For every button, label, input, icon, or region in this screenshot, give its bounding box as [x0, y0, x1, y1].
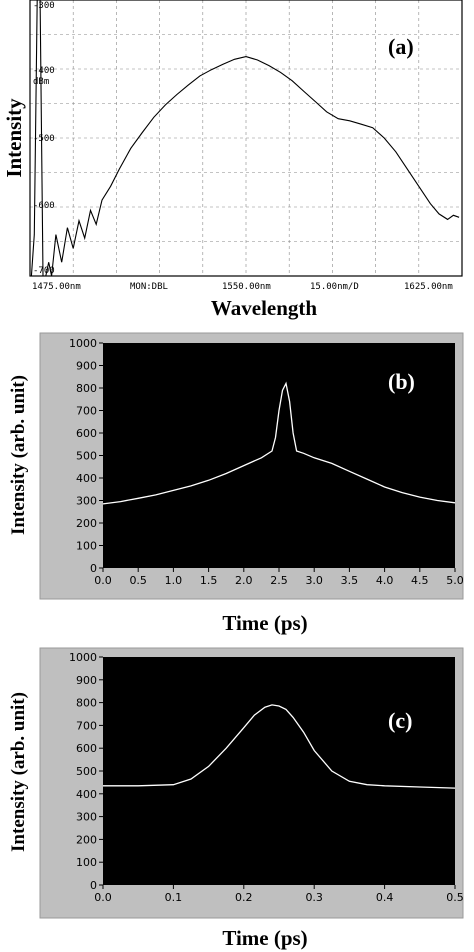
scope-b-ytick-label: 700 — [76, 405, 97, 418]
scope-b-trace — [102, 381, 456, 505]
scope-b-ytick-label: 600 — [76, 427, 97, 440]
osa-yaxis-title: Intensity — [2, 98, 26, 178]
scope-c-ytick-label: 900 — [76, 674, 97, 687]
osa-panel-label: (a) — [388, 34, 414, 59]
panel-b: 0 100 200 300 400 500 600 700 800 900 1000 0.0 0.5 1.… — [8, 332, 464, 635]
osa-xtick-center: 1550.00nm — [222, 282, 271, 292]
osa-unit-label: dBm — [33, 77, 49, 87]
scope-c-panel-label: (c) — [388, 708, 412, 733]
osa-gridlines — [30, 0, 462, 276]
scope-b-plot — [103, 343, 455, 568]
scope-b-ytick-label: 900 — [76, 360, 97, 373]
scope-c-xtick-label: 0.2 — [235, 891, 253, 904]
scope-c-ytick-label: 700 — [76, 719, 97, 732]
scope-b-yaxis-title: Intensity (arb. unit) — [8, 375, 29, 535]
scope-b-ytick-label: 800 — [76, 382, 97, 395]
osa-xaxis-title: Wavelength — [211, 296, 317, 320]
scope-c-yaxis-title: Intensity (arb. unit) — [8, 692, 29, 852]
osa-xtick-span: 15.00nm/D — [310, 282, 359, 292]
scope-c-ytick-label: 800 — [76, 697, 97, 710]
scope-c-ytick-label: 200 — [76, 833, 97, 846]
osa-ytick-500: -500 — [33, 134, 55, 144]
scope-b-xtick-label: 1.0 — [165, 574, 183, 587]
scope-b-xtick-label: 0.5 — [129, 574, 147, 587]
scope-c-xtick-label: 0.5 — [446, 891, 464, 904]
osa-plot-border — [29, 0, 463, 277]
scope-c-ytick-label: 1000 — [69, 651, 97, 664]
scope-c-plot — [103, 657, 455, 885]
scope-b-xtick-label: 3.5 — [341, 574, 359, 587]
osa-ytick-600: -600 — [33, 201, 55, 211]
scope-b-ytick-label: 0 — [90, 562, 97, 575]
panel-a: -300 -400 dBm -500 -600 -700 1475.00nm M… — [2, 0, 463, 320]
scope-c-xtick-label: 0.0 — [94, 891, 112, 904]
scope-c-xtick-label: 0.4 — [376, 891, 394, 904]
scope-c-ytick-label: 300 — [76, 811, 97, 824]
osa-ytick-400: -400 — [33, 66, 55, 76]
scope-b-xtick-label: 5.0 — [446, 574, 464, 587]
scope-b-ticks: 0 100 200 300 400 500 600 700 800 900 1000 0.0 0.5 1.… — [69, 337, 464, 587]
osa-xtick-start: 1475.00nm — [32, 282, 81, 292]
scope-b-xtick-label: 2.5 — [270, 574, 288, 587]
scope-c-ticks: 0 100 200 300 400 500 600 700 800 900 1000 0.0 0.1 0.… — [69, 651, 464, 904]
scope-c-trace — [103, 704, 456, 789]
scope-b-xtick-label: 1.5 — [200, 574, 218, 587]
scope-b-ytick-label: 500 — [76, 450, 97, 463]
scope-b-xtick-label: 3.0 — [305, 574, 323, 587]
scope-b-xtick-label: 2.0 — [235, 574, 253, 587]
scope-b-ytick-label: 1000 — [69, 337, 97, 350]
osa-xtick-stop: 1625.00nm — [404, 282, 453, 292]
scope-c-xtick-label: 0.3 — [305, 891, 323, 904]
scope-b-xtick-label: 4.0 — [376, 574, 394, 587]
osa-spectrum-trace — [30, 0, 460, 277]
scope-b-ytick-label: 400 — [76, 472, 97, 485]
panel-c: 0 100 200 300 400 500 600 700 800 900 1000 0.0 0.1 0.… — [8, 647, 464, 950]
osa-xtick-mon: MON:DBL — [130, 282, 168, 292]
scope-b-xtick-label: 0.0 — [94, 574, 112, 587]
scope-c-ytick-label: 0 — [90, 879, 97, 892]
scope-b-xtick-label: 4.5 — [411, 574, 429, 587]
scope-c-ytick-label: 400 — [76, 788, 97, 801]
scope-b-panel-label: (b) — [388, 369, 415, 394]
scope-c-ytick-label: 600 — [76, 742, 97, 755]
scope-c-ytick-label: 500 — [76, 765, 97, 778]
scope-c-xaxis-title: Time (ps) — [222, 926, 307, 950]
osa-ytick-300: -300 — [33, 1, 55, 11]
scope-c-xtick-label: 0.1 — [165, 891, 183, 904]
scope-b-ytick-label: 100 — [76, 540, 97, 553]
scope-c-ytick-label: 100 — [76, 856, 97, 869]
scope-b-ytick-label: 200 — [76, 517, 97, 530]
scope-b-ytick-label: 300 — [76, 495, 97, 508]
scope-b-xaxis-title: Time (ps) — [222, 611, 307, 635]
osa-ytick-700: -700 — [33, 266, 55, 276]
